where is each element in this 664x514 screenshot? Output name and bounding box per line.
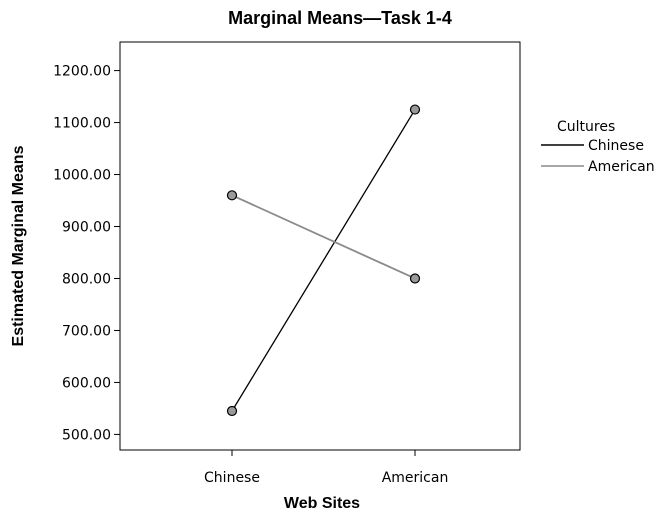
- series-points: [226, 104, 421, 417]
- y-tick-label: 1100.00: [53, 116, 111, 132]
- chart-title: Marginal Means—Task 1-4: [228, 8, 452, 28]
- series-lines: [231, 109, 416, 412]
- y-tick-label: 900.00: [62, 220, 111, 236]
- legend-title: Cultures: [557, 119, 615, 135]
- series-line-chinese: [231, 109, 416, 412]
- x-tick-label: American: [382, 470, 449, 486]
- data-point-chinese-chinese: [226, 405, 238, 417]
- legend-label-chinese: Chinese: [588, 138, 644, 154]
- y-tick-label: 600.00: [62, 375, 111, 391]
- y-tick-label: 800.00: [62, 271, 111, 287]
- y-tick-label: 1200.00: [53, 64, 111, 80]
- data-point-american-american: [409, 273, 421, 284]
- y-tick-label: 1000.00: [53, 168, 111, 184]
- x-axis-ticks: Chinese American: [204, 450, 448, 486]
- y-tick-label: 700.00: [62, 323, 111, 339]
- y-tick-label: 500.00: [62, 427, 111, 443]
- data-point-chinese-american: [409, 104, 421, 115]
- x-tick-label: Chinese: [204, 470, 260, 486]
- series-line-american: [231, 194, 416, 280]
- y-axis-title: Estimated Marginal Means: [10, 145, 27, 346]
- legend: Cultures Chinese American: [541, 119, 655, 175]
- y-axis-ticks: 500.00 600.00 700.00 800.00 900.00 1000.00 110…: [53, 64, 120, 443]
- x-axis-title: Web Sites: [284, 495, 360, 512]
- data-point-american-chinese: [226, 190, 238, 201]
- legend-label-american: American: [588, 159, 655, 175]
- plot-frame: [119, 41, 521, 451]
